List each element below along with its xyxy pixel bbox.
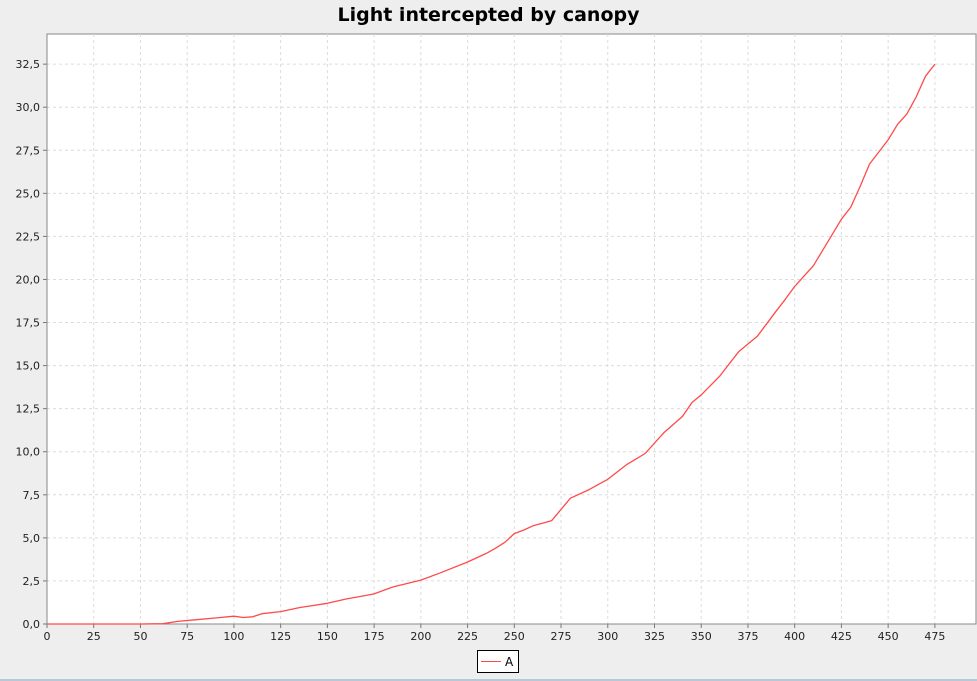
y-tick-label: 20,0	[16, 273, 41, 286]
x-tick-label: 475	[924, 630, 945, 643]
x-tick-label: 375	[737, 630, 758, 643]
y-tick-label: 32,5	[16, 58, 41, 71]
series-line-a	[47, 63, 936, 625]
y-tick-label: 22,5	[16, 230, 41, 243]
y-tick-label: 30,0	[16, 101, 41, 114]
x-tick-label: 25	[87, 630, 101, 643]
axes: 0 25 50 75 100 125 150 175 200 225 250 275 300 325 350…	[16, 34, 976, 643]
x-tick-label: 400	[784, 630, 805, 643]
y-tick-label: 7,5	[23, 489, 41, 502]
plot-area	[46, 33, 977, 625]
legend: A	[477, 650, 519, 673]
x-tick-label: 275	[551, 630, 572, 643]
x-tick-label: 250	[504, 630, 525, 643]
x-tick-label: 425	[831, 630, 852, 643]
x-tick-label: 50	[133, 630, 147, 643]
y-tick-label: 17,5	[16, 317, 41, 330]
x-tick-label: 150	[317, 630, 338, 643]
grid-lines	[47, 34, 976, 624]
y-tick-label: 12,5	[16, 403, 41, 416]
y-tick-label: 0,0	[23, 618, 41, 631]
x-tick-label: 350	[691, 630, 712, 643]
chart-title: Light intercepted by canopy	[337, 4, 640, 26]
x-tick-label: 100	[223, 630, 244, 643]
series-layer	[47, 63, 936, 625]
x-tick-label: 300	[597, 630, 618, 643]
legend-label-a: A	[505, 654, 514, 669]
x-tick-label: 200	[410, 630, 431, 643]
x-tick-label: 125	[270, 630, 291, 643]
x-tick-label: 0	[44, 630, 51, 643]
x-tick-label: 325	[644, 630, 665, 643]
x-tick-label: 175	[364, 630, 385, 643]
x-tick-label: 75	[180, 630, 194, 643]
x-tick-label: 450	[878, 630, 899, 643]
legend-swatch-a	[481, 661, 501, 662]
x-tick-label: 225	[457, 630, 478, 643]
y-tick-label: 5,0	[23, 532, 41, 545]
y-tick-label: 25,0	[16, 187, 41, 200]
y-tick-label: 15,0	[16, 360, 41, 373]
y-tick-label: 27,5	[16, 144, 41, 157]
y-tick-label: 10,0	[16, 446, 41, 459]
y-tick-label: 2,5	[23, 575, 41, 588]
